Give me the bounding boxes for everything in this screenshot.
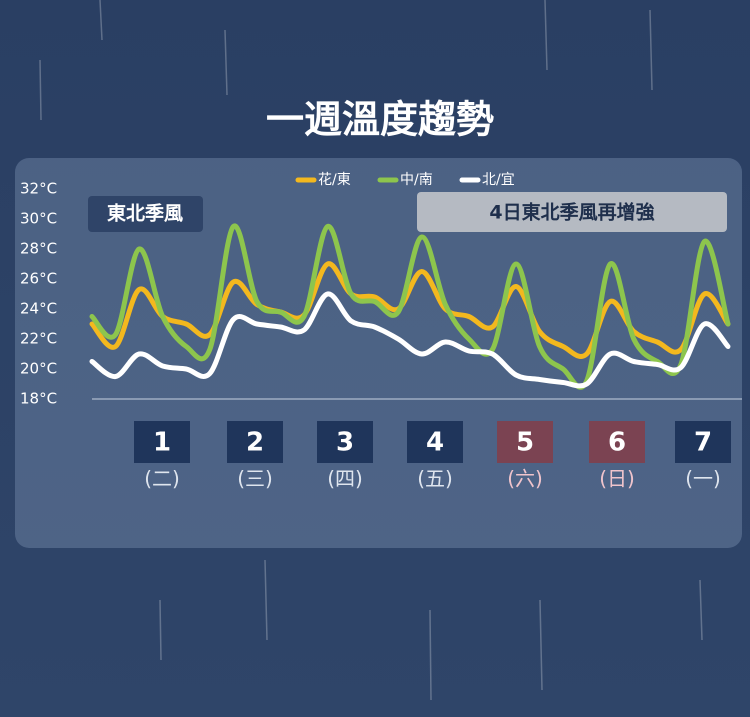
annotation: 4日東北季風再增強 [489, 201, 654, 224]
day-number: 4 [426, 428, 444, 458]
day-weekday: (二) [144, 467, 180, 491]
day-box [317, 421, 373, 463]
day-number: 2 [246, 428, 264, 458]
day-number: 5 [516, 428, 534, 458]
day-weekday: (四) [327, 467, 363, 491]
day-box [675, 421, 731, 463]
day-box [407, 421, 463, 463]
y-tick-label: 24°C [20, 300, 57, 318]
y-tick-label: 22°C [20, 330, 57, 348]
day-weekday: (三) [237, 467, 273, 491]
day-box [497, 421, 553, 463]
day-box [134, 421, 190, 463]
day-number: 7 [694, 428, 712, 458]
panel [15, 158, 742, 548]
annotation-box [88, 196, 203, 232]
legend-label: 中/南 [400, 172, 433, 188]
y-tick-label: 26°C [20, 270, 57, 288]
day-weekday: (一) [685, 467, 721, 491]
y-tick-label: 32°C [20, 180, 57, 198]
legend-label: 花/東 [318, 172, 351, 188]
day-number: 1 [153, 428, 171, 458]
y-tick-label: 28°C [20, 240, 57, 258]
series-line [89, 291, 731, 389]
rain [39, 0, 703, 701]
day-number: 6 [608, 428, 626, 458]
annotation: 東北季風 [107, 202, 183, 225]
annotation-box [417, 192, 727, 232]
day-number: 3 [336, 428, 354, 458]
day-weekday: (五) [417, 467, 453, 491]
series-line [89, 261, 731, 359]
legend-label: 北/宜 [482, 172, 515, 188]
day-weekday: (六) [507, 467, 543, 491]
day-weekday: (日) [599, 467, 635, 491]
y-tick-label: 18°C [20, 390, 57, 408]
day-box [589, 421, 645, 463]
series-line [89, 223, 731, 390]
y-tick-label: 20°C [20, 360, 57, 378]
day-box [227, 421, 283, 463]
chart-title: 一週溫度趨勢 [266, 98, 494, 142]
y-tick-label: 30°C [20, 210, 57, 228]
